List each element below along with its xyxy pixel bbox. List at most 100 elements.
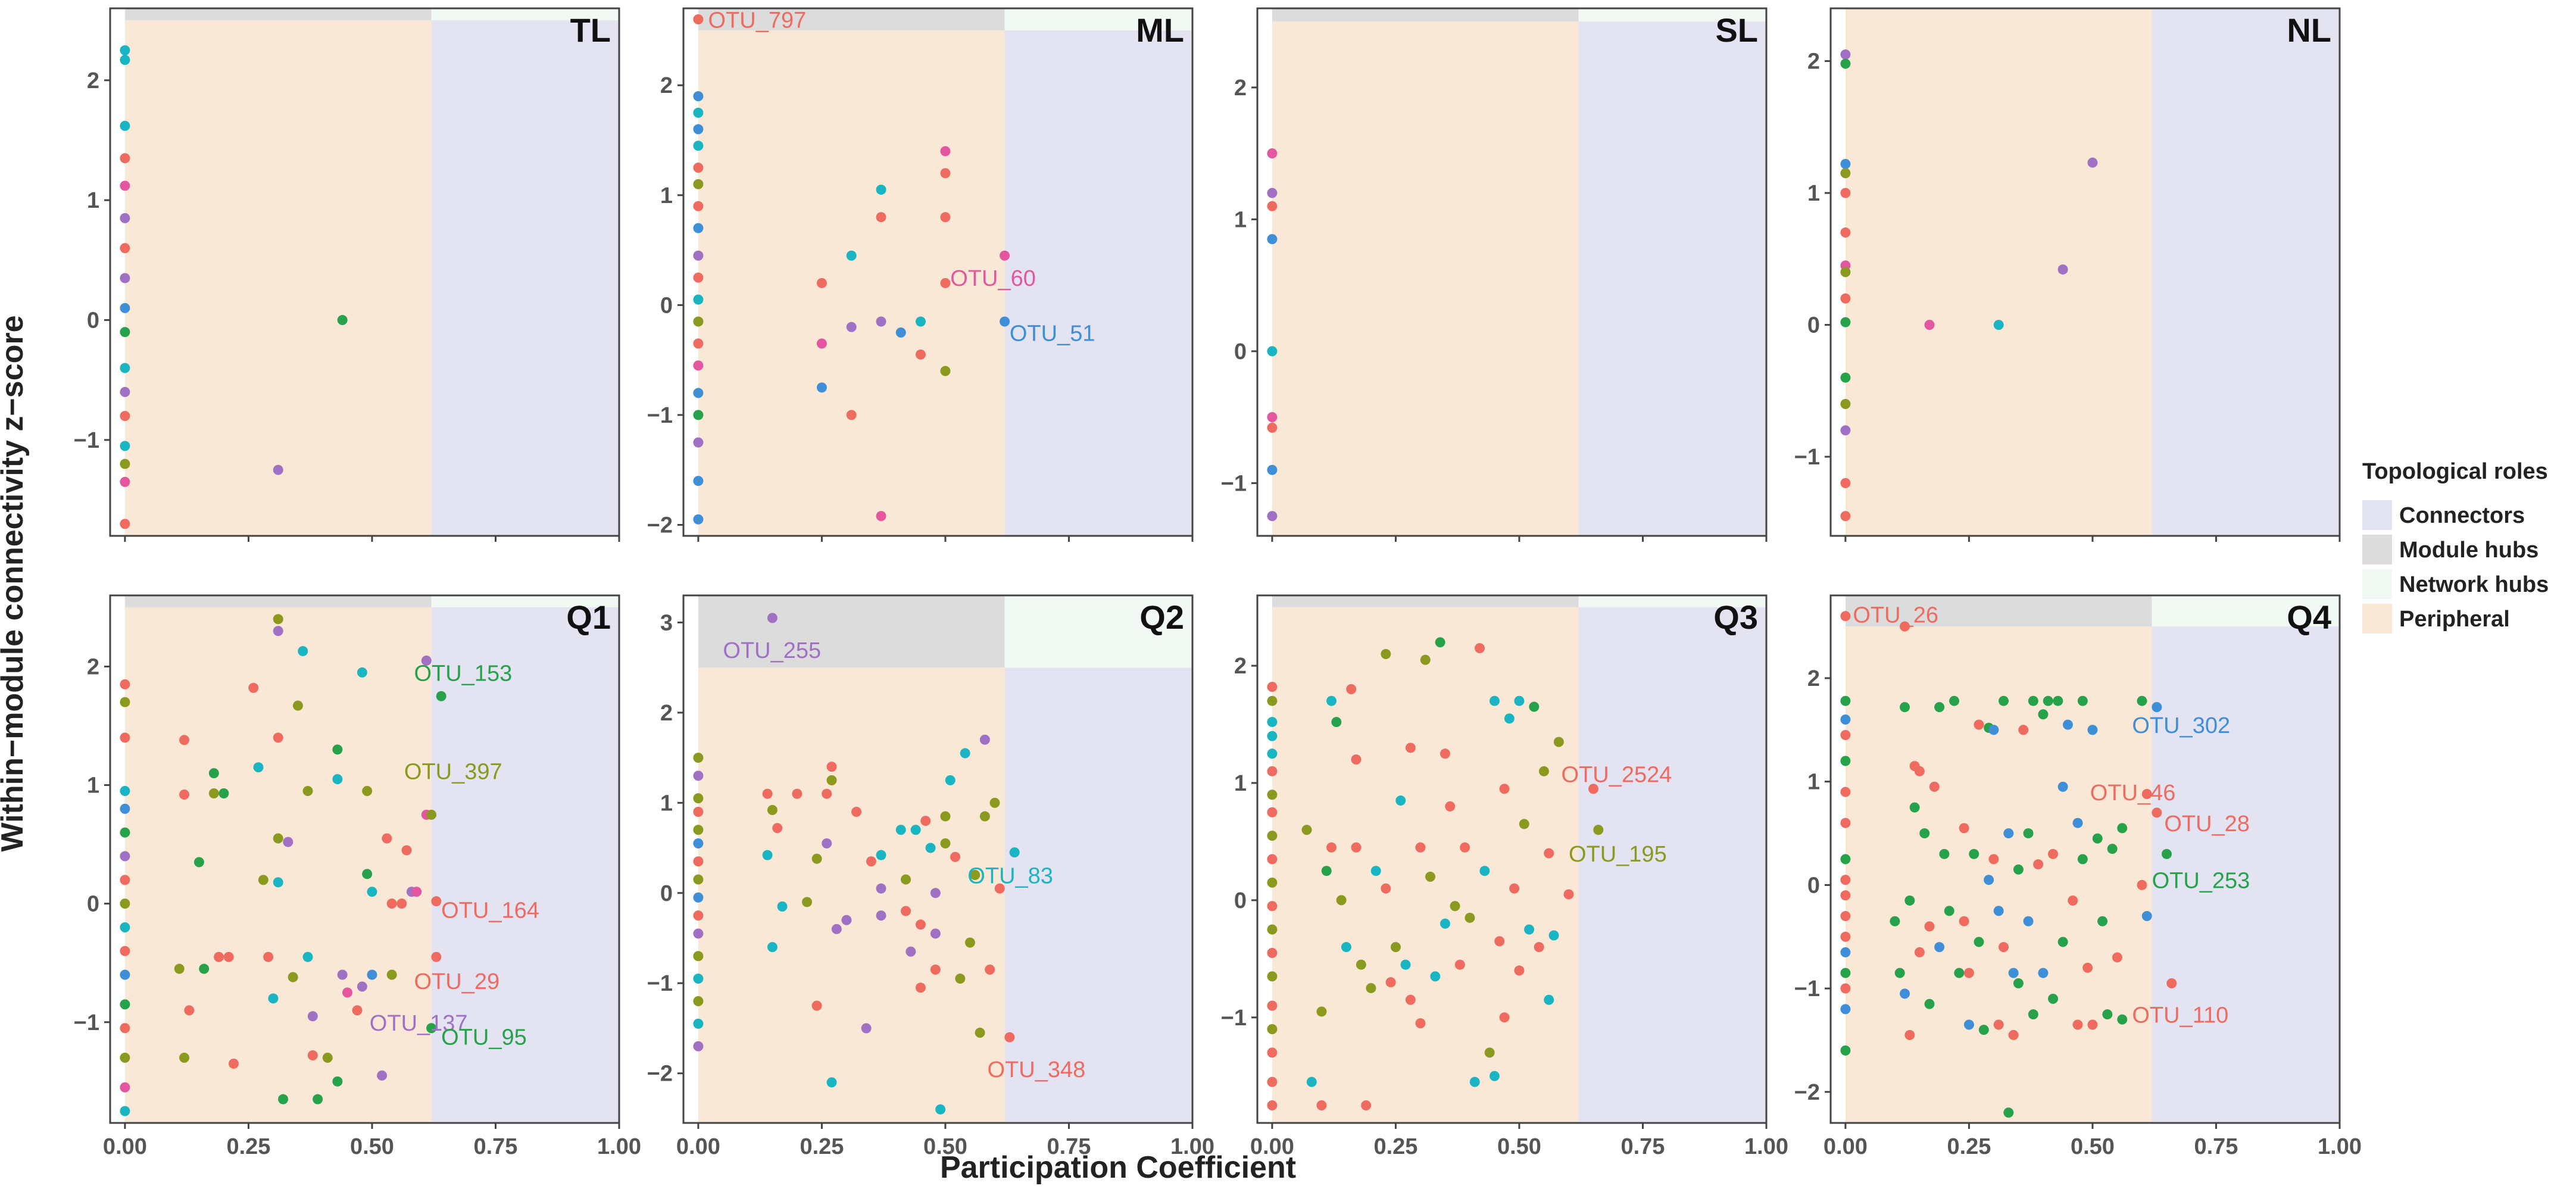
data-point bbox=[2102, 1009, 2113, 1020]
y-tick-label: 2 bbox=[1807, 666, 1820, 691]
data-point bbox=[2013, 864, 2024, 875]
data-point bbox=[876, 910, 886, 921]
data-point bbox=[2087, 157, 2098, 168]
plot-frame bbox=[109, 7, 620, 537]
data-point bbox=[1534, 942, 1544, 953]
data-point bbox=[940, 168, 951, 179]
data-point bbox=[693, 360, 704, 371]
otu-label: OTU_60 bbox=[950, 266, 1036, 291]
data-point bbox=[930, 888, 941, 898]
data-point bbox=[1929, 781, 1940, 792]
data-point bbox=[1840, 817, 1851, 828]
data-point bbox=[930, 965, 941, 975]
y-tick-label: −1 bbox=[1221, 471, 1247, 496]
data-point bbox=[1321, 866, 1332, 876]
data-point bbox=[1267, 717, 1278, 728]
x-tick-label: 0.50 bbox=[2071, 1134, 2115, 1159]
region-module-hubs bbox=[698, 595, 1005, 668]
y-tick-label: 1 bbox=[87, 188, 99, 213]
legend-title: Topological roles bbox=[2362, 459, 2548, 484]
data-point bbox=[120, 519, 130, 529]
data-point bbox=[1267, 1024, 1278, 1034]
data-point bbox=[1267, 790, 1278, 800]
y-tick-label: −2 bbox=[647, 513, 673, 538]
data-point bbox=[1267, 1047, 1278, 1058]
data-point bbox=[693, 825, 704, 835]
data-point bbox=[831, 923, 842, 934]
panel-q4: OTU_26 OTU_302 OTU_46 OTU_28 OTU_253 OTU_110 Q… bbox=[1794, 594, 2362, 1159]
otu-label: OTU_253 bbox=[2152, 869, 2250, 894]
data-point bbox=[1267, 148, 1278, 159]
x-tick-label: 0.75 bbox=[2194, 1134, 2238, 1159]
data-point bbox=[2087, 725, 2098, 735]
data-point bbox=[1267, 731, 1278, 741]
x-tick-label: 0.25 bbox=[226, 1134, 270, 1159]
otu-label: OTU_153 bbox=[414, 661, 513, 686]
data-point bbox=[218, 788, 229, 798]
region-network-hubs bbox=[1578, 8, 1766, 22]
data-point bbox=[1267, 234, 1278, 245]
data-point bbox=[935, 1104, 946, 1115]
y-tick-label: 3 bbox=[660, 610, 673, 635]
y-tick-label: −1 bbox=[1794, 976, 1820, 1001]
data-point bbox=[332, 774, 343, 785]
data-point bbox=[1840, 1045, 1851, 1056]
data-point bbox=[767, 613, 778, 623]
otu-label: OTU_29 bbox=[414, 969, 500, 994]
data-point bbox=[960, 748, 970, 759]
data-point bbox=[1524, 924, 1535, 935]
data-point bbox=[940, 212, 951, 223]
plot-frame bbox=[682, 594, 1194, 1124]
data-point bbox=[1341, 942, 1351, 953]
data-point bbox=[2057, 264, 2068, 275]
data-point bbox=[1934, 702, 1945, 713]
data-point bbox=[1904, 895, 1915, 906]
data-point bbox=[985, 965, 995, 975]
data-point bbox=[895, 327, 906, 338]
data-point bbox=[964, 937, 975, 948]
data-point bbox=[866, 856, 876, 867]
data-point bbox=[273, 732, 283, 743]
data-point bbox=[2018, 725, 2029, 735]
data-point bbox=[1316, 1100, 1327, 1110]
y-tick-label: 2 bbox=[660, 701, 673, 726]
data-point bbox=[1366, 983, 1376, 994]
legend-label: Connectors bbox=[2399, 503, 2525, 528]
data-point bbox=[1004, 1032, 1015, 1043]
data-point bbox=[377, 1070, 388, 1081]
data-point bbox=[693, 201, 704, 211]
data-point bbox=[120, 153, 130, 164]
data-point bbox=[263, 951, 274, 962]
data-point bbox=[930, 928, 941, 939]
plot-frame bbox=[682, 7, 1194, 537]
data-point bbox=[2072, 817, 2083, 828]
data-point bbox=[2003, 828, 2014, 839]
data-point bbox=[1909, 802, 1920, 813]
data-point bbox=[1267, 901, 1278, 912]
region-module-hubs bbox=[124, 8, 432, 21]
data-point bbox=[1988, 854, 1999, 865]
region-peripheral bbox=[1272, 607, 1579, 1123]
data-point bbox=[1840, 854, 1851, 865]
data-point bbox=[1934, 942, 1945, 953]
data-point bbox=[431, 896, 442, 907]
legend-item-peripheral: Peripheral bbox=[2362, 604, 2510, 634]
data-point bbox=[332, 1076, 343, 1087]
y-tick-label: −1 bbox=[74, 428, 99, 453]
data-point bbox=[1840, 158, 1851, 169]
data-point bbox=[693, 223, 704, 233]
data-point bbox=[876, 511, 886, 522]
x-tick-label: 1.00 bbox=[1170, 1134, 1214, 1159]
data-point bbox=[876, 185, 886, 195]
data-point bbox=[1544, 848, 1554, 859]
data-point bbox=[693, 437, 704, 448]
data-point bbox=[1840, 983, 1851, 994]
data-point bbox=[2161, 848, 2172, 859]
data-point bbox=[693, 514, 704, 525]
data-point bbox=[120, 213, 130, 223]
data-point bbox=[120, 1106, 130, 1116]
panel-grid: TL −1 0 1 2 OTU_797 OTU_60 OTU_51 ML −2 −1 0 1 2 SL −1 0… bbox=[74, 7, 2362, 1159]
data-point bbox=[1919, 828, 1930, 839]
data-point bbox=[248, 682, 259, 693]
data-point bbox=[693, 856, 704, 867]
